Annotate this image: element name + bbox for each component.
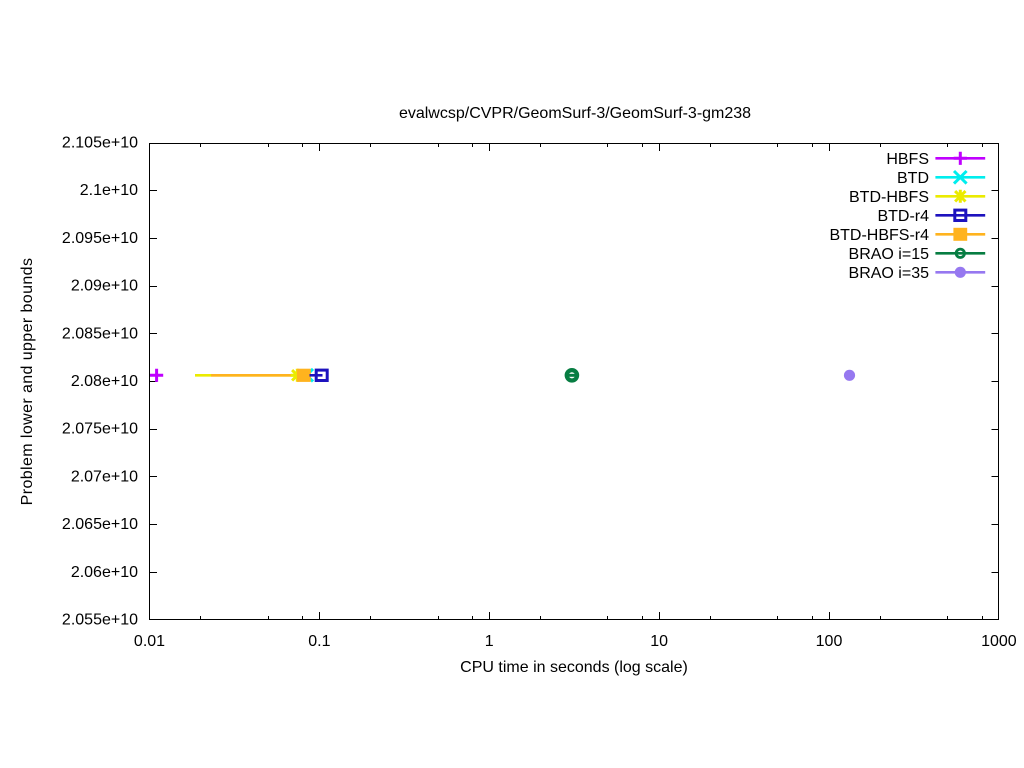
svg-text:BTD-HBFS: BTD-HBFS <box>849 189 929 206</box>
svg-text:2.1e+10: 2.1e+10 <box>80 182 138 199</box>
svg-text:2.06e+10: 2.06e+10 <box>71 564 138 581</box>
svg-text:2.075e+10: 2.075e+10 <box>62 421 138 438</box>
svg-text:2.105e+10: 2.105e+10 <box>62 135 138 152</box>
svg-text:evalwcsp/CVPR/GeomSurf-3/GeomS: evalwcsp/CVPR/GeomSurf-3/GeomSurf-3-gm23… <box>399 105 751 122</box>
svg-text:BTD-r4: BTD-r4 <box>877 208 929 225</box>
svg-text:2.085e+10: 2.085e+10 <box>62 325 138 342</box>
svg-text:1: 1 <box>485 633 494 650</box>
svg-text:0.01: 0.01 <box>134 633 165 650</box>
svg-text:1000: 1000 <box>981 633 1017 650</box>
svg-text:BRAO i=15: BRAO i=15 <box>849 246 930 263</box>
svg-text:100: 100 <box>816 633 843 650</box>
svg-text:10: 10 <box>650 633 668 650</box>
svg-text:BTD: BTD <box>897 170 929 187</box>
svg-text:2.07e+10: 2.07e+10 <box>71 468 138 485</box>
svg-text:2.08e+10: 2.08e+10 <box>71 373 138 390</box>
svg-text:HBFS: HBFS <box>886 151 929 168</box>
svg-text:2.095e+10: 2.095e+10 <box>62 230 138 247</box>
svg-text:2.09e+10: 2.09e+10 <box>71 278 138 295</box>
svg-text:2.065e+10: 2.065e+10 <box>62 516 138 533</box>
svg-text:BTD-HBFS-r4: BTD-HBFS-r4 <box>829 227 929 244</box>
svg-text:CPU time in seconds (log scale: CPU time in seconds (log scale) <box>460 659 688 676</box>
svg-text:BRAO i=35: BRAO i=35 <box>849 265 930 282</box>
svg-text:0.1: 0.1 <box>308 633 330 650</box>
svg-text:Problem lower and upper bounds: Problem lower and upper bounds <box>19 258 36 506</box>
svg-text:2.055e+10: 2.055e+10 <box>62 612 138 629</box>
